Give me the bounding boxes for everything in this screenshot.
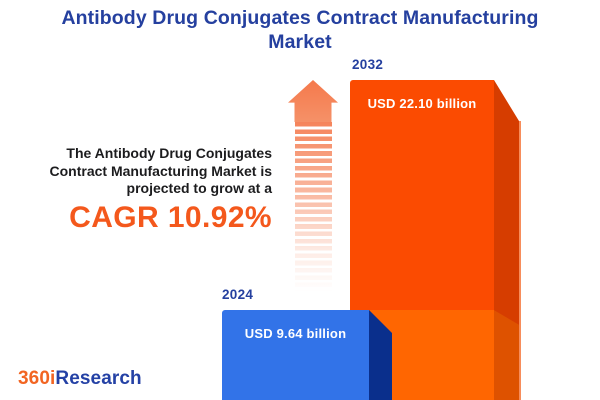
page-title-line1: Antibody Drug Conjugates Contract Manufa… — [61, 7, 539, 29]
bar-2024-value-label: USD 9.64 billion — [244, 326, 347, 341]
logo-360iresearch: 360iResearch — [18, 368, 142, 390]
logo-part-research: Research — [55, 368, 142, 389]
growth-arrow-shaft-dashes — [295, 122, 332, 299]
intro-text: The Antibody Drug Conjugates Contract Ma… — [12, 145, 272, 235]
growth-arrow-icon — [288, 80, 338, 122]
page-title: Antibody Drug Conjugates Contract Manufa… — [0, 6, 600, 54]
intro-line-3: projected to grow at a — [126, 180, 272, 196]
bar-2032-value-label: USD 22.10 billion — [367, 96, 477, 111]
year-label-2032: 2032 — [352, 57, 384, 72]
intro-line-1: The Antibody Drug Conjugates — [66, 145, 272, 161]
bar-2024-side — [369, 310, 392, 400]
year-label-2024: 2024 — [222, 287, 254, 302]
page-title-line2: Market — [268, 31, 332, 53]
bar-2032-side-lower — [494, 310, 519, 400]
bar-2032-edge-highlight — [519, 121, 521, 400]
intro-line-2: Contract Manufacturing Market is — [49, 162, 272, 179]
logo-part-360i: 360i — [18, 368, 56, 389]
bar-2024-face — [222, 310, 369, 400]
cagr-value: CAGR 10.92% — [69, 200, 272, 234]
